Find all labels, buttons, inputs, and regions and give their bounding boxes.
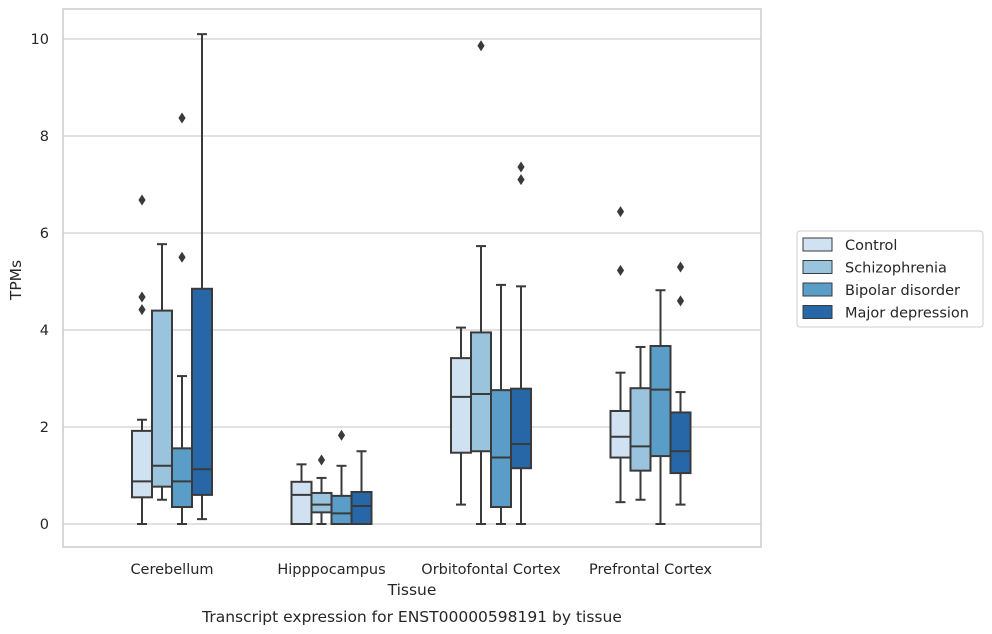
y-tick-label: 10 xyxy=(31,32,49,48)
y-tick-label: 2 xyxy=(40,420,49,436)
legend-item: Bipolar disorder xyxy=(802,282,960,299)
box-control xyxy=(450,326,472,506)
iqr-box xyxy=(350,490,373,525)
y-tick-labels: 0 2 4 6 8 10 xyxy=(31,32,49,533)
box-control xyxy=(131,194,153,525)
legend-label: Bipolar disorder xyxy=(845,283,960,299)
x-tick-label: Orbitofontal Cortex xyxy=(421,562,561,578)
box-series xyxy=(131,33,692,525)
x-axis-title: Tissue xyxy=(387,581,437,599)
outlier-point xyxy=(337,429,346,441)
box-major-depression xyxy=(191,33,213,521)
legend-frame xyxy=(796,230,984,328)
outlier-point xyxy=(138,194,146,206)
legend-item: Control xyxy=(802,237,897,254)
y-tick-label: 0 xyxy=(40,517,49,533)
box-major-depression xyxy=(669,261,692,506)
outlier-point xyxy=(178,251,186,263)
iqr-box xyxy=(131,429,153,499)
iqr-box xyxy=(171,447,193,509)
legend-label: Major depression xyxy=(845,306,969,322)
box-bipolar-disorder xyxy=(171,112,193,525)
legend-label: Control xyxy=(845,238,897,254)
outlier-point xyxy=(517,174,525,186)
outlier-point xyxy=(616,264,625,276)
x-tick-label: Prefrontal Cortex xyxy=(589,562,712,578)
y-axis-title: TPMs xyxy=(7,260,25,301)
outlier-point xyxy=(477,40,485,52)
iqr-box xyxy=(649,345,672,458)
outlier-point xyxy=(138,291,146,303)
box-schizophrenia xyxy=(310,454,333,525)
iqr-box xyxy=(310,491,333,514)
outlier-point xyxy=(676,261,685,273)
iqr-box xyxy=(629,387,652,472)
iqr-box xyxy=(450,357,472,454)
iqr-box xyxy=(191,287,213,496)
chart-caption: Transcript expression for ENST0000059819… xyxy=(201,608,622,626)
legend-label: Schizophrenia xyxy=(845,261,947,277)
box-major-depression xyxy=(350,450,373,525)
legend: Control Schizophrenia Bipolar disorder Majo… xyxy=(796,230,984,328)
legend-item: Major depression xyxy=(802,305,969,322)
box-schizophrenia xyxy=(151,243,173,501)
x-tick-label: Hipppocampus xyxy=(277,562,385,578)
outlier-point xyxy=(178,112,186,124)
grid-lines xyxy=(63,38,761,525)
y-tick-label: 6 xyxy=(40,226,49,242)
box-bipolar-disorder xyxy=(490,283,512,525)
box-schizophrenia xyxy=(629,345,652,501)
iqr-box xyxy=(330,494,353,525)
outlier-point xyxy=(517,161,525,173)
x-tick-labels: Cerebellum Hipppocampus Orbitofontal Corte… xyxy=(130,562,712,578)
iqr-box xyxy=(490,389,512,509)
box-bipolar-disorder xyxy=(330,429,353,525)
iqr-box xyxy=(290,480,313,525)
legend-swatch xyxy=(802,282,833,297)
outlier-point xyxy=(138,304,146,316)
legend-swatch xyxy=(802,237,833,252)
iqr-box xyxy=(609,409,632,459)
outlier-point xyxy=(616,206,625,218)
box-schizophrenia xyxy=(470,40,492,525)
x-tick-label: Cerebellum xyxy=(130,562,213,578)
box-bipolar-disorder xyxy=(649,289,672,525)
y-tick-label: 4 xyxy=(40,323,49,339)
iqr-box xyxy=(470,331,492,453)
iqr-box xyxy=(669,411,692,475)
legend-item: Schizophrenia xyxy=(802,260,947,277)
legend-swatch xyxy=(802,260,833,274)
iqr-box xyxy=(151,309,173,488)
y-tick-label: 8 xyxy=(40,129,49,145)
outlier-point xyxy=(317,454,326,466)
outlier-point xyxy=(676,295,685,307)
box-control xyxy=(609,206,632,504)
plot-frame xyxy=(62,8,762,548)
iqr-box xyxy=(510,387,532,470)
box-control xyxy=(290,463,313,525)
legend-swatch xyxy=(802,305,833,319)
box-major-depression xyxy=(510,161,532,525)
